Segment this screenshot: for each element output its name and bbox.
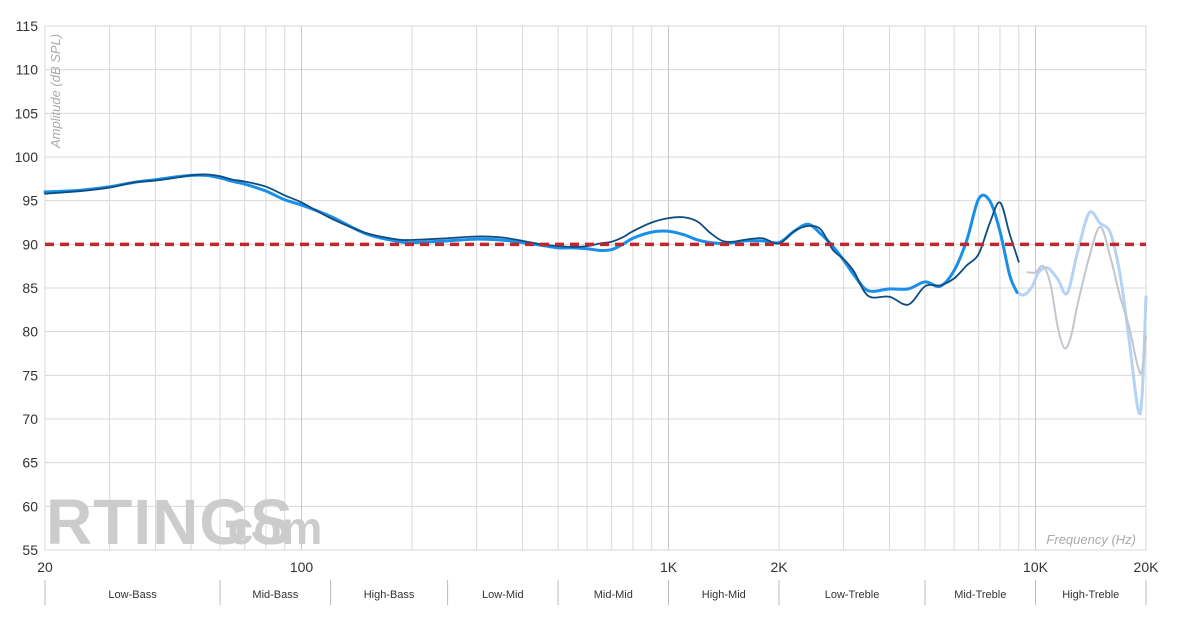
y-tick-label: 110 bbox=[16, 62, 39, 78]
x-tick-label: 100 bbox=[290, 559, 314, 575]
y-tick-label: 115 bbox=[16, 18, 39, 34]
band-label: High-Treble bbox=[1062, 589, 1119, 601]
y-axis-ticks: 55 60 65 70 75 80 85 90 95 100 105 110 115 bbox=[15, 18, 39, 558]
y-axis-label: Amplitude (dB SPL) bbox=[48, 34, 63, 149]
watermark-brand: RTINGS bbox=[46, 486, 294, 558]
series-line-faded bbox=[1026, 225, 1147, 375]
x-tick-label: 1K bbox=[660, 559, 678, 575]
series-lines bbox=[43, 173, 1148, 416]
band-label: High-Mid bbox=[702, 589, 746, 601]
frequency-bands: Low-Bass Mid-Bass High-Bass Low-Mid Mid-Mid H… bbox=[44, 580, 1147, 605]
y-tick-label: 85 bbox=[22, 280, 38, 296]
series-line-faded bbox=[1015, 210, 1148, 416]
series-line bbox=[44, 173, 1020, 306]
x-tick-label: 2K bbox=[770, 559, 788, 575]
rtings-watermark: RTINGS .com bbox=[46, 486, 322, 558]
y-tick-label: 65 bbox=[22, 455, 38, 471]
series-line bbox=[43, 173, 1019, 294]
band-label: Low-Treble bbox=[825, 589, 880, 601]
band-label: Low-Mid bbox=[482, 589, 524, 601]
y-tick-label: 95 bbox=[22, 193, 38, 209]
y-tick-label: 105 bbox=[15, 105, 39, 121]
x-axis-label: Frequency (Hz) bbox=[1046, 532, 1136, 547]
y-tick-label: 100 bbox=[15, 149, 39, 165]
grid-lines bbox=[44, 25, 1147, 551]
x-tick-label: 10K bbox=[1023, 559, 1049, 575]
watermark-suffix: .com bbox=[215, 502, 322, 554]
y-tick-label: 70 bbox=[22, 411, 38, 427]
y-tick-label: 90 bbox=[22, 236, 38, 252]
band-label: Mid-Treble bbox=[954, 589, 1006, 601]
x-tick-label: 20 bbox=[37, 559, 53, 575]
x-tick-label: 20K bbox=[1134, 559, 1160, 575]
y-tick-label: 60 bbox=[22, 498, 38, 514]
y-tick-label: 75 bbox=[22, 367, 38, 383]
band-label: Low-Bass bbox=[108, 589, 157, 601]
x-axis-ticks: 20 100 1K 2K 10K 20K bbox=[37, 559, 1159, 575]
band-label: Mid-Mid bbox=[594, 589, 633, 601]
band-label: Mid-Bass bbox=[252, 589, 298, 601]
y-tick-label: 80 bbox=[22, 324, 38, 340]
band-label: High-Bass bbox=[364, 589, 415, 601]
y-tick-label: 55 bbox=[22, 542, 38, 558]
